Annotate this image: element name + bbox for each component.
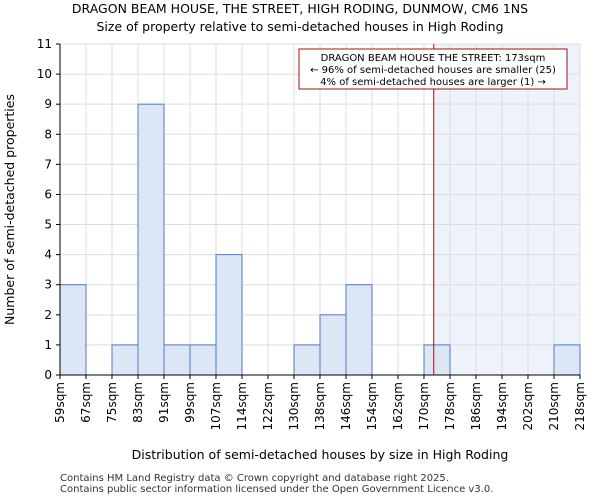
- y-tick-label: 10: [37, 67, 52, 81]
- x-tick-label: 138sqm: [313, 382, 327, 430]
- x-tick-label: 91sqm: [157, 382, 171, 423]
- x-tick-label: 114sqm: [235, 382, 249, 430]
- y-tick-label: 5: [44, 218, 52, 232]
- x-tick-label: 170sqm: [417, 382, 431, 430]
- y-tick-label: 6: [44, 187, 52, 201]
- footer-licence: Contains public sector information licen…: [60, 484, 494, 495]
- y-tick-label: 8: [44, 127, 52, 141]
- y-tick-label: 3: [44, 278, 52, 292]
- x-tick-label: 130sqm: [287, 382, 301, 430]
- histogram-bar: [59, 284, 87, 376]
- y-tick-label: 11: [37, 37, 52, 51]
- x-tick-label: 202sqm: [521, 382, 535, 430]
- histogram-bar: [423, 344, 451, 376]
- y-tick-label: 7: [44, 157, 52, 171]
- x-tick-label: 122sqm: [261, 382, 275, 430]
- y-tick-label: 2: [44, 308, 52, 322]
- histogram-bar: [137, 103, 165, 376]
- x-tick-label: 83sqm: [131, 382, 145, 423]
- histogram-bar: [163, 344, 191, 376]
- y-tick-label: 4: [44, 248, 52, 262]
- chart-title: DRAGON BEAM HOUSE, THE STREET, HIGH RODI…: [71, 1, 529, 16]
- x-tick-label: 67sqm: [79, 382, 93, 423]
- histogram-bar: [215, 254, 243, 376]
- x-axis-label: Distribution of semi-detached houses by …: [132, 447, 509, 462]
- x-tick-label: 107sqm: [209, 382, 223, 430]
- x-tick-label: 154sqm: [365, 382, 379, 430]
- histogram-bar: [111, 344, 139, 376]
- annotation-box: [298, 48, 568, 90]
- y-tick-label: 1: [44, 338, 52, 352]
- x-tick-label: 99sqm: [183, 382, 197, 423]
- histogram-bar: [189, 344, 217, 376]
- footer-copyright: Contains HM Land Registry data © Crown c…: [60, 473, 449, 484]
- x-tick-label: 194sqm: [495, 382, 509, 430]
- histogram-bar: [345, 284, 373, 376]
- annotation-line: DRAGON BEAM HOUSE THE STREET: 173sqm: [321, 53, 546, 64]
- histogram-bar: [553, 344, 581, 376]
- y-tick-label: 0: [44, 368, 52, 382]
- histogram-bar: [293, 344, 321, 376]
- x-tick-label: 146sqm: [339, 382, 353, 430]
- x-tick-label: 186sqm: [469, 382, 483, 430]
- x-tick-label: 162sqm: [391, 382, 405, 430]
- x-tick-label: 218sqm: [573, 382, 587, 430]
- x-tick-label: 59sqm: [53, 382, 67, 423]
- x-tick-label: 178sqm: [443, 382, 457, 430]
- annotation-line: 4% of semi-detached houses are larger (1…: [320, 77, 546, 88]
- highlight-region: [433, 44, 580, 375]
- x-tick-label: 75sqm: [105, 382, 119, 423]
- y-axis-label: Number of semi-detached properties: [2, 94, 17, 325]
- y-tick-label: 9: [44, 97, 52, 111]
- x-tick-label: 210sqm: [547, 382, 561, 430]
- histogram-bar: [319, 314, 347, 376]
- chart-subtitle: Size of property relative to semi-detach…: [96, 19, 504, 34]
- annotation-line: ← 96% of semi-detached houses are smalle…: [310, 65, 556, 76]
